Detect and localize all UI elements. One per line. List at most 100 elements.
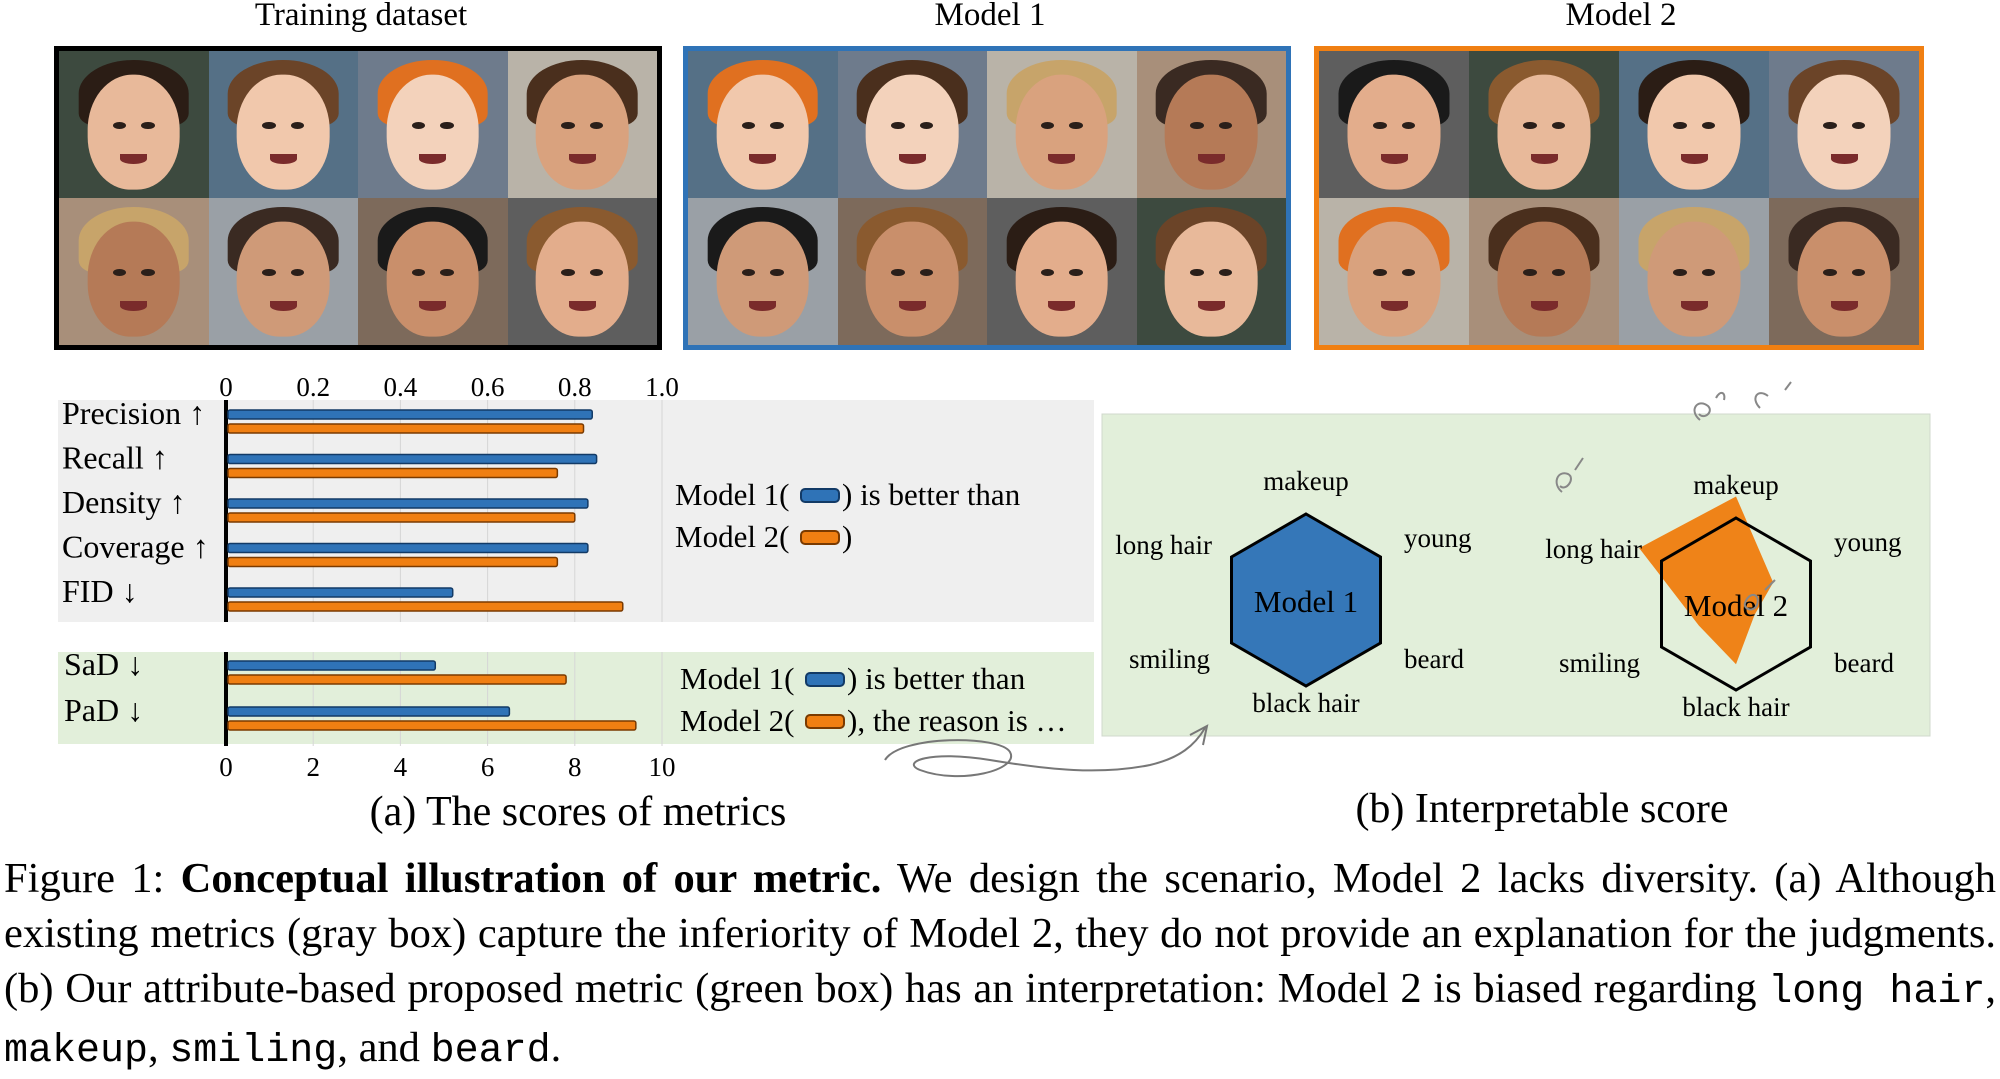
bottom-annotation: Model 1( ) is better than Model 2( ), th… [680, 661, 1067, 738]
svg-text:Model 2(: Model 2( [675, 519, 790, 554]
training-face-image [358, 198, 508, 345]
caption-sep: , [148, 1024, 170, 1071]
tick-label: 2 [306, 752, 320, 782]
handdrawn-scribbles [1555, 381, 1792, 611]
bottom-chart-tick-labels: 0 2 4 6 8 10 [219, 752, 675, 782]
figure-panels: 0 0.2 0.4 0.6 0.8 1.0 0 2 4 6 8 10 Precision ↑ Reca… [58, 372, 1931, 835]
svg-text:), the reason is …: ), the reason is … [847, 703, 1067, 738]
tick-label: 0 [219, 752, 233, 782]
svg-text:) is better than: ) is better than [847, 661, 1026, 696]
bar-model1 [227, 542, 589, 554]
radar-model1: Model 1 makeup young beard black hair smiling… [1115, 466, 1471, 718]
bar-model2 [227, 467, 559, 479]
bar-model1 [227, 453, 598, 465]
radar-attribute-label: black hair [1682, 692, 1789, 722]
caption-attr-long-hair: long hair [1768, 970, 1986, 1015]
bar-model1 [227, 498, 589, 509]
model2-face-image [1319, 198, 1469, 345]
annot-bot-m2: Model 2( [680, 703, 795, 738]
model1-face-image [1136, 198, 1286, 345]
category-label: SaD ↓ [64, 646, 143, 682]
radar-attribute-label: young [1834, 527, 1902, 557]
annot-top-end: ) [842, 519, 852, 554]
figure-caption: Figure 1: Conceptual illustration of our… [4, 851, 1996, 1079]
model2-face-image [1469, 198, 1619, 345]
handdrawn-arrow [884, 727, 1206, 778]
top-annotation: Model 1( ) is better than Model 2( ) [675, 477, 1021, 554]
tick-label: 4 [394, 752, 408, 782]
radar-attribute-label: beard [1834, 648, 1894, 678]
bar-model1 [227, 409, 593, 420]
model1-face-image [837, 198, 987, 345]
training-face-image [358, 51, 508, 198]
radar-area [1231, 514, 1381, 686]
tick-label: 0.2 [296, 372, 330, 402]
model1-face-image [688, 198, 838, 345]
radar-attribute-label: beard [1404, 644, 1464, 674]
model1-face-image [987, 51, 1137, 198]
radar-area [1639, 496, 1774, 665]
category-label: Recall ↑ [62, 440, 168, 476]
model2-gallery-title: Model 2 [1565, 0, 1677, 33]
radar-attribute-label: long hair [1545, 534, 1642, 564]
bar-model2 [227, 512, 576, 523]
radar-frame [1660, 516, 1812, 692]
tick-label: 1.0 [645, 372, 679, 402]
annot-bot-end: ), the reason is … [847, 703, 1067, 738]
radar-attribute-label: smiling [1559, 648, 1640, 678]
model2-face-image [1769, 198, 1919, 345]
svg-text:Model 2(: Model 2( [680, 703, 795, 738]
tick-label: 6 [481, 752, 495, 782]
model2-face-image [1619, 198, 1769, 345]
model2-face-image [1469, 51, 1619, 198]
radar-attribute-label: makeup [1693, 470, 1778, 500]
caption-attr-makeup: makeup [4, 1029, 149, 1074]
model1-face-image [1136, 51, 1286, 198]
subcaption-b: (b) Interpretable score [1355, 786, 1728, 832]
caption-sep: , and [337, 1024, 431, 1071]
caption-end: . [550, 1024, 562, 1071]
caption-body: We design the scenario, Model 2 lacks di… [4, 855, 1996, 1012]
top-chart-tick-labels: 0 0.2 0.4 0.6 0.8 1.0 [219, 372, 679, 402]
top-chart-categories: Precision ↑ Recall ↑ Density ↑ Coverage ↑ FI… [62, 395, 209, 609]
svg-text:): ) [842, 519, 852, 554]
tick-label: 0.6 [471, 372, 505, 402]
annot-top-better: ) is better than [842, 477, 1021, 512]
model2-face-image [1619, 51, 1769, 198]
training-face-image [507, 51, 657, 198]
svg-text:Model 1(: Model 1( [675, 477, 790, 512]
bar-model2 [227, 674, 567, 685]
training-face-image [59, 198, 209, 345]
training-face-image [59, 51, 209, 198]
radar-model-label: Model 1 [1254, 584, 1358, 619]
annot-top-m1: Model 1( [675, 477, 790, 512]
tick-label: 0.8 [558, 372, 592, 402]
caption-prefix: Figure 1: [4, 855, 181, 902]
bar-model1 [227, 587, 454, 598]
handdrawn-arrow-head [1189, 724, 1209, 746]
bar-model2 [227, 601, 624, 612]
bar-model2 [227, 423, 585, 434]
training-dataset-title: Training dataset [254, 0, 468, 33]
model1-gallery-title: Model 1 [934, 0, 1046, 33]
svg-text:Model 1(: Model 1( [680, 661, 795, 696]
training-face-image [507, 198, 657, 345]
top-chart-bars [227, 409, 624, 612]
radar-attribute-label: makeup [1263, 466, 1348, 496]
category-label: FID ↓ [62, 573, 138, 609]
training-dataset-gallery [54, 46, 662, 350]
caption-attr-smiling: smiling [169, 1029, 338, 1074]
radar-model2: Model 2 makeup young beard black hair smiling… [1545, 470, 1901, 722]
training-face-image [208, 51, 358, 198]
category-label: Precision ↑ [62, 395, 205, 431]
caption-bold: Conceptual illustration of our metric. [180, 855, 882, 902]
svg-text:) is better than: ) is better than [842, 477, 1021, 512]
bar-model2 [227, 720, 637, 731]
annot-bot-better: ) is better than [847, 661, 1026, 696]
green-box-radar [1101, 413, 1931, 737]
radar-model-label: Model 2 [1684, 588, 1788, 623]
bar-model1 [227, 660, 437, 671]
model1-gallery [683, 46, 1291, 350]
model1-face-image [688, 51, 838, 198]
tick-label: 0.4 [384, 372, 418, 402]
